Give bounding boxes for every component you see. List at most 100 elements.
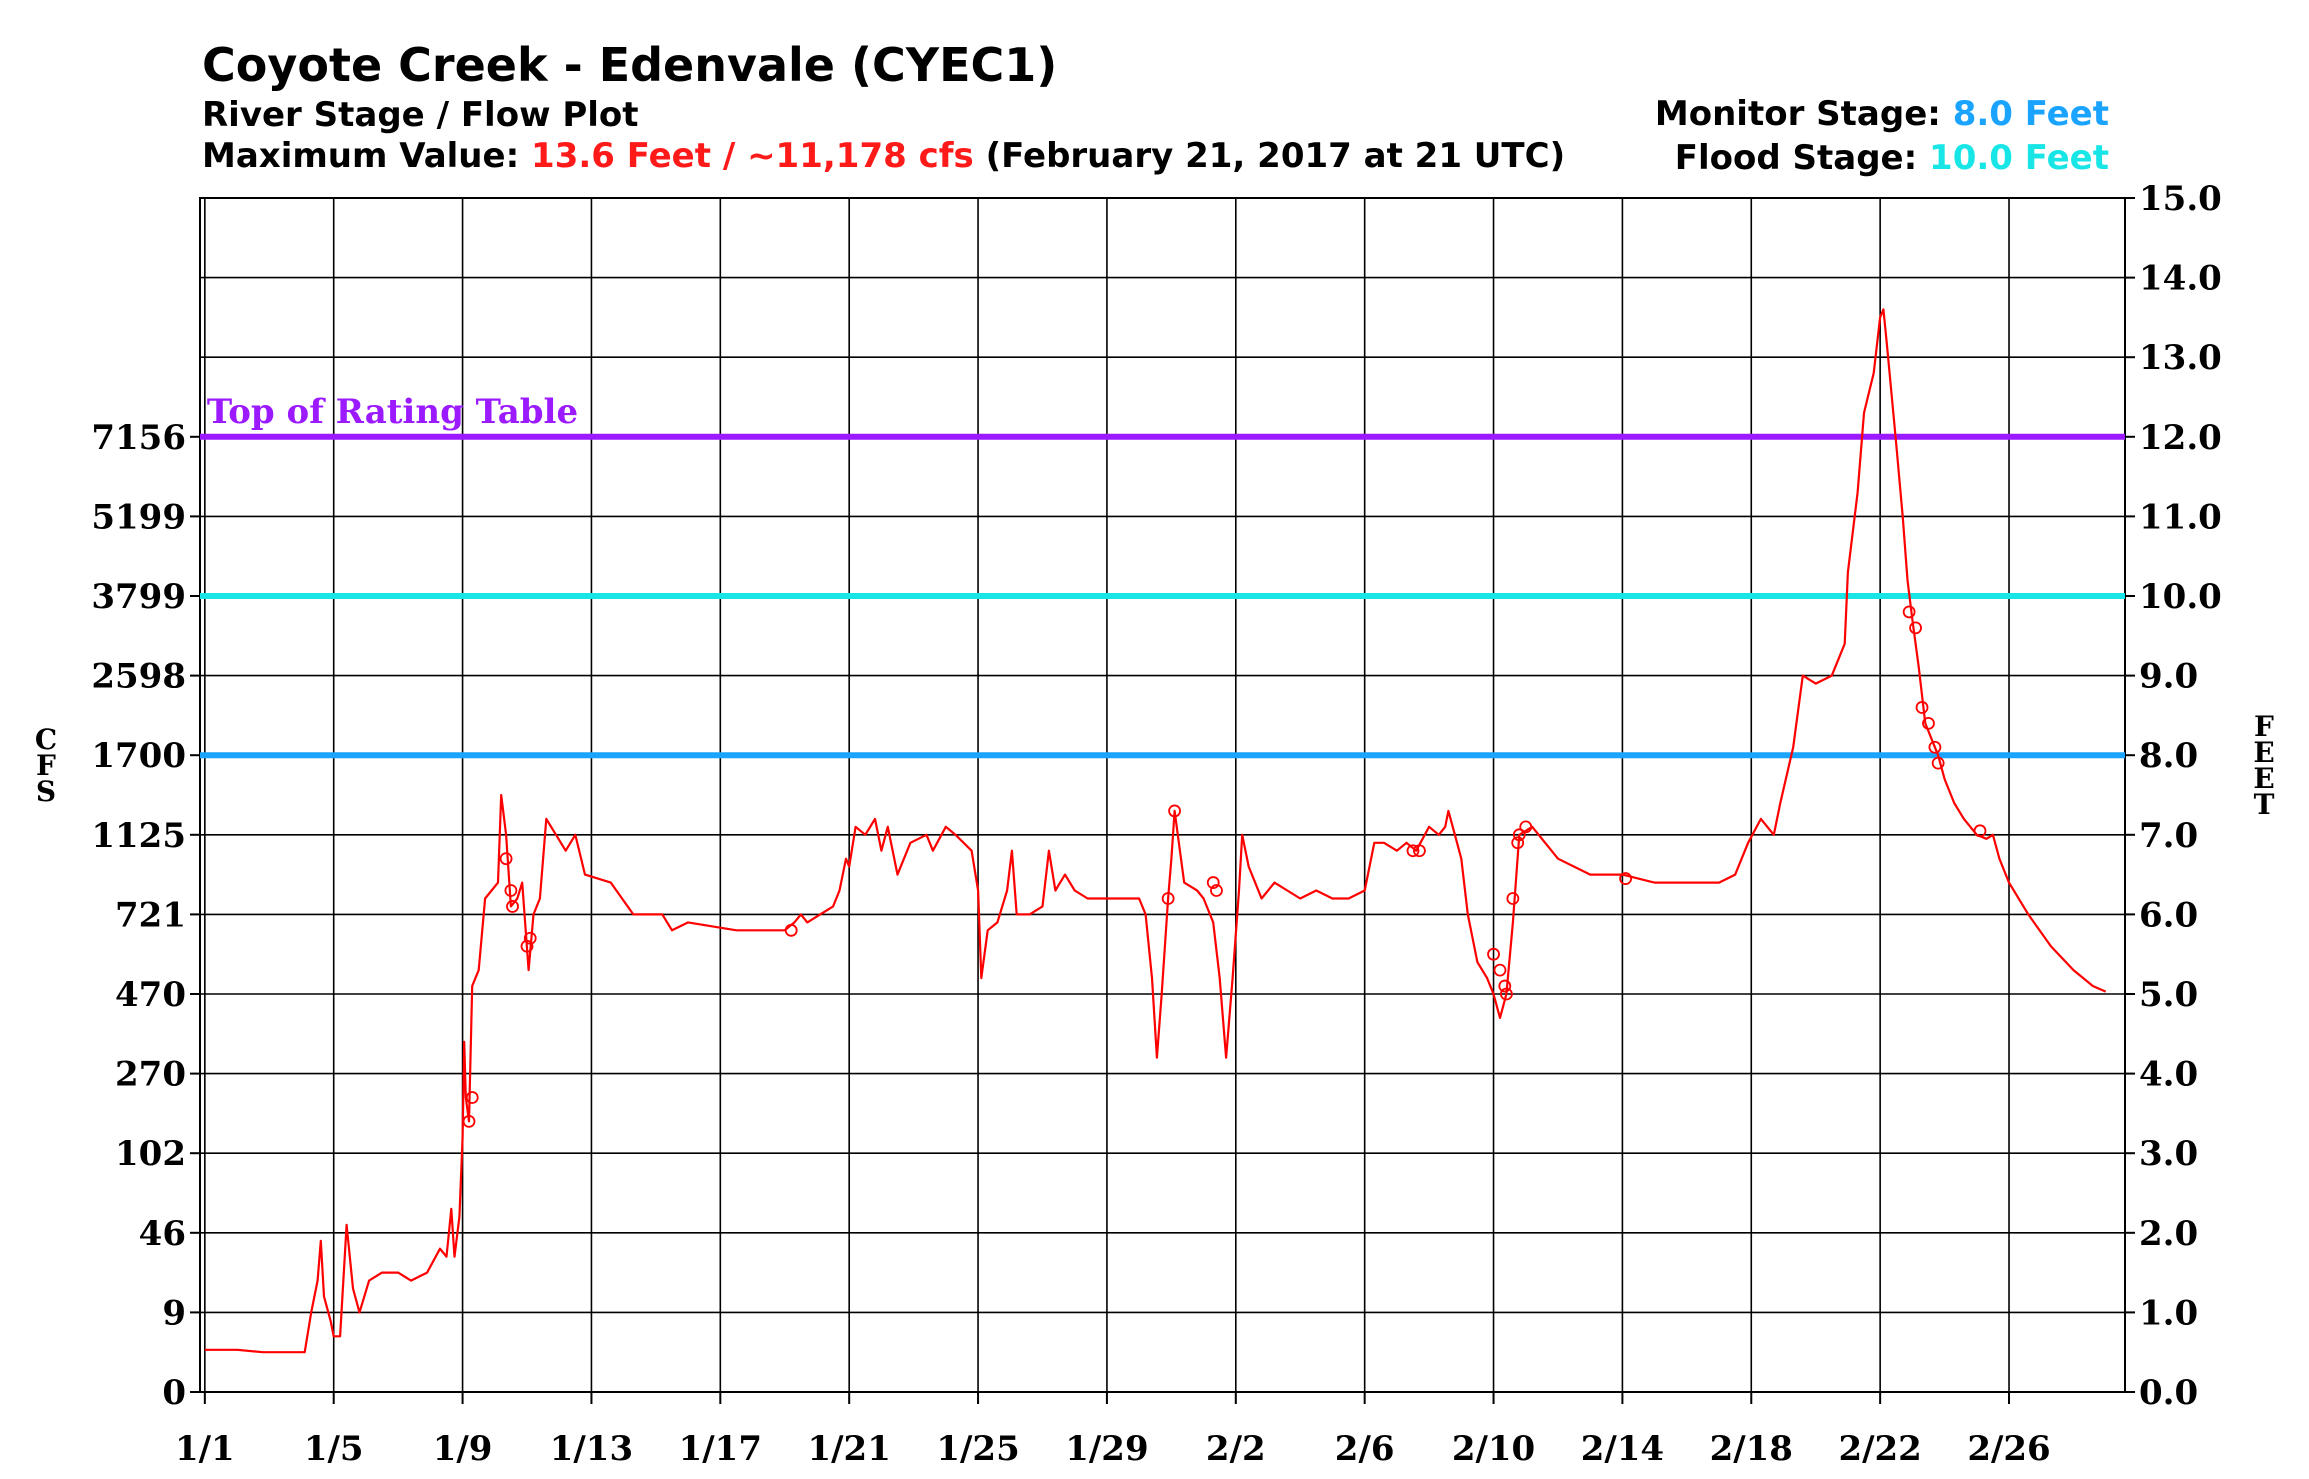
left-tick-label: 3799 [91,577,186,617]
x-tick-label: 2/6 [1335,1429,1395,1469]
right-tick-label: 12.0 [2139,418,2222,458]
chart-title: Coyote Creek - Edenvale (CYEC1) [202,38,1058,92]
right-tick-label: 2.0 [2139,1214,2198,1254]
left-tick-label: 9 [162,1293,186,1333]
max-value-line: Maximum Value: 13.6 Feet / ~11,178 cfs (… [202,136,1565,176]
max-value-label: Maximum Value: [202,136,520,176]
data-marker [1902,605,1916,619]
right-tick-label: 8.0 [2139,736,2198,776]
x-tick-label: 2/14 [1581,1429,1664,1469]
left-tick-label: 470 [115,975,186,1015]
data-marker [1909,621,1922,635]
data-marker [1161,892,1175,905]
right-tick-label: 1.0 [2139,1293,2198,1333]
left-tick-label: 270 [115,1055,186,1095]
left-tick-label: 46 [139,1214,186,1254]
data-marker [1915,701,1929,714]
data-marker [1168,804,1181,818]
x-tick-label: 2/2 [1206,1429,1266,1469]
axis-title-letter: S [36,775,56,808]
x-tick-label: 1/13 [550,1429,633,1469]
right-tick-label: 11.0 [2139,497,2222,537]
left-tick-label: 2598 [91,657,186,697]
data-marker [462,1114,476,1128]
x-tick-label: 2/18 [1710,1429,1793,1469]
right-tick-label: 15.0 [2139,179,2222,219]
data-marker [1519,820,1533,834]
monitor-stage-label: Monitor Stage: [1654,94,1941,134]
data-marker [784,923,798,937]
data-marker [520,939,534,953]
data-marker [504,884,518,897]
data-marker [1493,963,1507,977]
data-marker [1928,740,1942,754]
stage-legend: Monitor Stage: 8.0 Feet Flood Stage: 10.… [1655,92,2109,180]
right-tick-label: 10.0 [2139,577,2222,617]
stage-series-line [204,308,2107,1354]
x-tick-label: 1/1 [175,1429,235,1469]
axis-title-letter: T [2254,788,2275,821]
left-tick-label: 5199 [91,497,186,537]
data-marker [1487,947,1500,961]
axis-title-letter: E [2253,736,2274,769]
monitor-stage-line: Monitor Stage: 8.0 Feet [1655,92,2109,136]
axis-title-letter: E [2253,762,2274,795]
flood-stage-line: Flood Stage: 10.0 Feet [1655,136,2109,180]
x-tick-label: 2/10 [1452,1429,1535,1469]
right-tick-label: 3.0 [2139,1134,2198,1174]
data-marker [1922,716,1935,730]
left-tick-label: 721 [115,895,186,935]
data-marker [1498,979,1512,993]
axes: 0.0 1.0 2.0 3.0 4.0 5.0 6.0 7.0 8.0 9.0 10.0 11.0 12… [35,179,2275,1469]
data-marker [1512,828,1526,842]
x-tick-label: 2/22 [1838,1429,1921,1469]
x-tick-label: 1/9 [433,1429,493,1469]
x-tick-label: 1/29 [1065,1429,1148,1469]
right-tick-label: 5.0 [2139,975,2198,1015]
max-value-date: (February 21, 2017 at 21 UTC) [985,136,1566,176]
threshold-lines: Top of Rating Table [200,392,2125,759]
data-marker [523,931,537,945]
flood-stage-value: 10.0 Feet [1929,138,2109,178]
axis-title-letter: F [2254,710,2274,743]
data-marker [1973,824,1987,838]
rating-table-label: Top of Rating Table [207,392,578,432]
x-tick-label: 1/5 [304,1429,364,1469]
right-tick-label: 14.0 [2139,259,2222,299]
x-tick-label: 1/21 [807,1429,890,1469]
right-tick-label: 0.0 [2139,1373,2198,1413]
data-marker [1206,876,1220,889]
data-marker [1413,844,1426,858]
flood-stage-label: Flood Stage: [1674,138,1918,178]
left-tick-label: 7156 [91,418,186,458]
data-marker [1506,892,1520,905]
data-marker [1931,756,1945,770]
data-marker [499,852,513,866]
data-marker [1406,844,1420,858]
data-marker [1511,836,1525,850]
x-tick-label: 1/25 [936,1429,1019,1469]
max-value-text: 13.6 Feet / ~11,178 cfs [531,136,974,176]
plot-frame [199,197,2126,1393]
left-tick-label: 0 [162,1373,186,1413]
grid [199,197,2126,1393]
data-marker [1500,987,1513,1001]
data-marker [1210,884,1223,897]
left-tick-label: 1125 [91,816,186,856]
data-marker [465,1091,479,1104]
right-tick-label: 4.0 [2139,1055,2198,1095]
left-tick-label: 1700 [91,736,186,776]
axis-title-letter: F [36,749,56,782]
x-tick-label: 1/17 [679,1429,762,1469]
axis-title-letter: C [35,723,57,756]
chart-subtitle: River Stage / Flow Plot [202,95,639,135]
right-tick-label: 6.0 [2139,895,2198,935]
left-axis-title: CFS [35,723,57,808]
series-layer [204,308,2107,1354]
monitor-stage-value: 8.0 Feet [1952,94,2109,134]
right-tick-label: 9.0 [2139,657,2198,697]
right-tick-label: 7.0 [2139,816,2198,856]
